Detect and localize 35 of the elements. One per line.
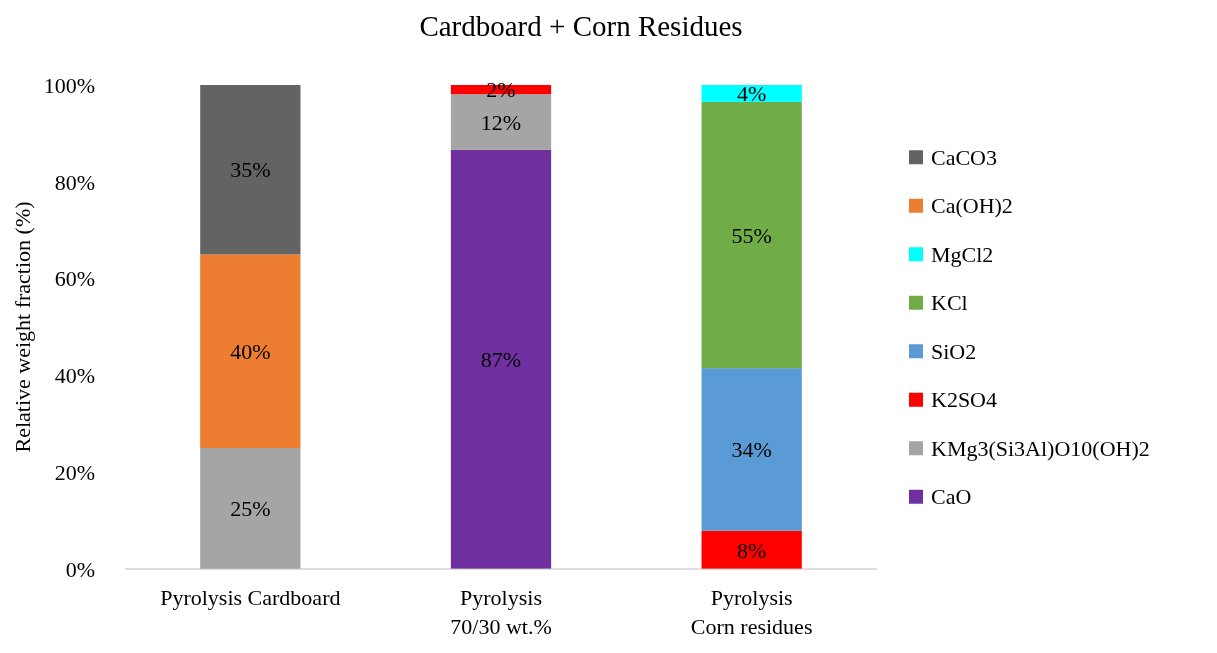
bar xyxy=(200,254,301,448)
y-tick-label: 40% xyxy=(54,363,95,389)
data-label: 55% xyxy=(731,222,772,248)
bar xyxy=(701,101,802,369)
y-tick-label: 100% xyxy=(43,72,95,98)
data-label: 34% xyxy=(731,437,772,463)
data-label: 4% xyxy=(737,81,767,107)
bar xyxy=(200,85,301,255)
x-tick-label: Pyrolysis 70/30 wt.% xyxy=(450,585,552,639)
x-tick-label: Pyrolysis Corn residues xyxy=(690,585,813,639)
y-tick-label: 80% xyxy=(54,169,95,195)
bar xyxy=(200,448,301,569)
data-label: 8% xyxy=(737,537,767,563)
y-axis-title: Relative weight fraction (%) xyxy=(10,201,35,453)
legend-label: CaO xyxy=(931,484,972,510)
data-label: 25% xyxy=(230,496,271,522)
x-tick-label: Pyrolysis Cardboard xyxy=(160,585,341,610)
legend-label: KMg3(Si3Al)O10(OH)2 xyxy=(931,435,1150,461)
data-label: 87% xyxy=(480,347,522,373)
legend-label: MgCl2 xyxy=(931,241,994,267)
legend-label: Ca(OH)2 xyxy=(931,193,1013,219)
chart-title: Cardboard + Corn Residues xyxy=(419,10,743,42)
legend-label: CaCO3 xyxy=(931,144,997,170)
data-label: 40% xyxy=(230,338,271,364)
bar xyxy=(701,368,802,531)
y-tick-label: 60% xyxy=(54,266,95,292)
legend-label: KCl xyxy=(931,290,968,316)
legend-label: SiO2 xyxy=(931,338,977,364)
data-label: 35% xyxy=(230,157,271,183)
bar xyxy=(701,530,802,569)
y-tick-label: 0% xyxy=(65,556,95,582)
bar xyxy=(450,149,552,569)
data-label: 12% xyxy=(480,109,522,135)
y-tick-label: 20% xyxy=(54,459,95,485)
legend-label: K2SO4 xyxy=(931,387,998,413)
